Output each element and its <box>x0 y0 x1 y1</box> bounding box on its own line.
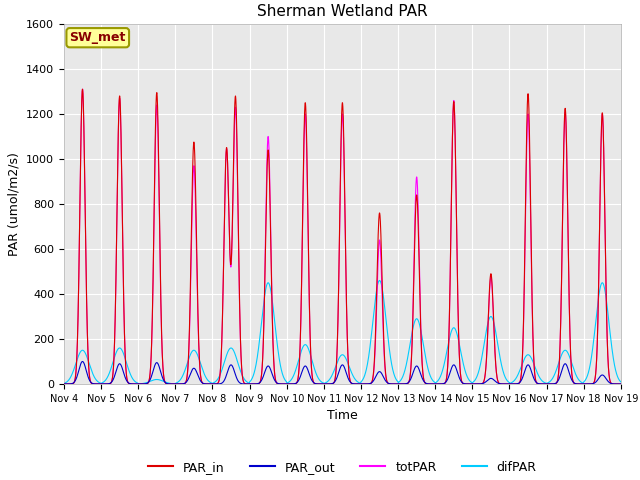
Title: Sherman Wetland PAR: Sherman Wetland PAR <box>257 4 428 19</box>
X-axis label: Time: Time <box>327 409 358 422</box>
Y-axis label: PAR (umol/m2/s): PAR (umol/m2/s) <box>8 152 20 256</box>
Legend: PAR_in, PAR_out, totPAR, difPAR: PAR_in, PAR_out, totPAR, difPAR <box>143 456 541 479</box>
Text: SW_met: SW_met <box>70 31 126 44</box>
